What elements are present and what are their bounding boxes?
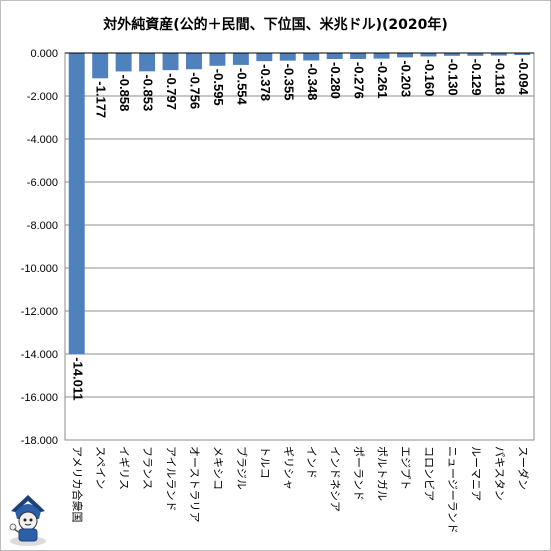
y-tick-label: -4.000 — [27, 134, 58, 146]
data-label: -0.118 — [492, 59, 507, 95]
y-tick-label: 0.000 — [30, 48, 58, 60]
data-label: -0.094 — [516, 58, 531, 96]
bar — [490, 53, 507, 56]
y-tick-label: -14.000 — [21, 349, 58, 361]
data-label: -0.130 — [445, 59, 460, 96]
data-label: -0.276 — [352, 62, 367, 99]
x-tick-label: インド — [305, 446, 318, 479]
plot-area — [64, 52, 535, 441]
data-label: -0.756 — [188, 72, 203, 109]
x-tick-label: コロンビア — [422, 446, 435, 501]
x-tick-label: スペイン — [94, 446, 107, 489]
data-label: -0.858 — [117, 74, 132, 111]
bar — [397, 53, 413, 58]
data-label: -0.129 — [469, 59, 484, 96]
bar — [514, 53, 531, 56]
bar — [162, 53, 179, 71]
x-tick-label: ポルトガル — [376, 446, 389, 501]
data-label: -0.348 — [305, 63, 320, 100]
x-tick-label: イギリス — [118, 446, 131, 490]
x-tick-label: ブラジル — [235, 446, 249, 490]
y-tick-label: -6.000 — [27, 177, 58, 189]
x-tick-label: メキシコ — [211, 446, 224, 490]
x-tick-label: ニュージーランド — [446, 446, 459, 534]
bar — [373, 53, 390, 59]
x-tick-label: スーダン — [516, 446, 530, 490]
data-label: -0.203 — [399, 60, 414, 97]
y-tick-label: -12.000 — [21, 306, 58, 318]
bar — [279, 53, 296, 61]
bar — [350, 53, 367, 59]
x-tick-label: トルコ — [258, 446, 271, 479]
data-label: -1.177 — [94, 81, 109, 118]
y-tick-label: -2.000 — [27, 91, 58, 103]
x-tick-label: アメリカ合衆国 — [71, 446, 85, 522]
data-label: -0.554 — [234, 68, 249, 106]
x-tick-label: アイルランド — [165, 446, 178, 511]
y-tick-label: -10.000 — [21, 263, 58, 275]
y-tick-label: -8.000 — [27, 220, 58, 232]
bar — [186, 53, 202, 70]
data-label: -0.160 — [422, 59, 437, 96]
x-tick-label: インドネシア — [329, 446, 342, 512]
bar — [256, 53, 273, 62]
x-tick-label: ギリシャ — [282, 446, 295, 490]
bar — [115, 53, 132, 72]
y-tick-label: -16.000 — [21, 392, 58, 404]
bar — [68, 53, 85, 355]
x-tick-label: パキスタン — [493, 446, 506, 501]
data-label: -0.355 — [281, 64, 296, 101]
data-label: -0.595 — [211, 69, 226, 106]
bar — [326, 53, 343, 60]
chart-title: 対外純資産(公的＋民間、下位国、米兆ドル)(2020年) — [103, 17, 448, 33]
data-label: -0.261 — [375, 62, 390, 99]
data-label: -0.797 — [164, 73, 179, 110]
x-tick-label: フランス — [141, 446, 154, 490]
bar — [92, 53, 109, 79]
bar — [303, 53, 320, 61]
bar — [467, 53, 484, 56]
bar — [139, 53, 156, 72]
data-label: -0.378 — [258, 64, 273, 101]
mascot-logo — [9, 495, 46, 546]
data-label: -0.853 — [141, 74, 156, 111]
bar — [209, 53, 226, 66]
bar — [443, 53, 460, 56]
x-tick-label: ルーマニア — [469, 446, 482, 501]
x-tick-label: ポーランド — [352, 446, 365, 501]
bar — [232, 53, 249, 65]
data-label: -14.011 — [70, 357, 85, 400]
y-tick-label: -18.000 — [21, 435, 58, 447]
x-tick-label: エジプト — [399, 446, 412, 490]
bar — [420, 53, 437, 57]
data-label: -0.280 — [328, 62, 343, 99]
x-tick-label: オーストラリア — [188, 446, 201, 522]
